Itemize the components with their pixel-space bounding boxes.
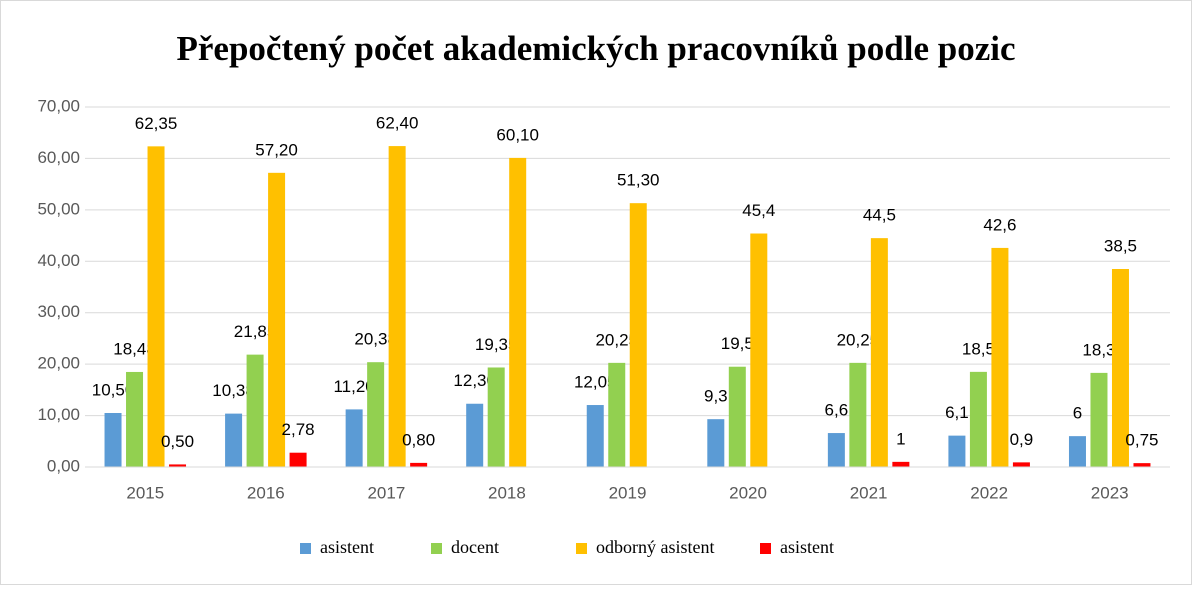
y-tick-label: 0,00 (47, 456, 80, 475)
data-label: 0,80 (402, 430, 435, 449)
data-label: 19,5 (721, 334, 754, 353)
bar (728, 366, 746, 467)
bar (367, 362, 385, 467)
chart-title: Přepočtený počet akademických pracovníků… (177, 29, 1016, 68)
bar (948, 435, 966, 467)
x-tick-label: 2016 (247, 483, 285, 502)
bar (991, 247, 1009, 467)
bar (487, 367, 505, 467)
bar (126, 371, 144, 467)
bar (1068, 436, 1086, 467)
bar (849, 362, 867, 467)
y-tick-label: 20,00 (37, 354, 80, 373)
data-label: 11,20 (333, 377, 374, 396)
bar (388, 146, 406, 468)
x-tick-label: 2023 (1091, 483, 1129, 502)
bar (827, 433, 845, 467)
data-label: 6,6 (825, 401, 849, 420)
y-tick-label: 70,00 (37, 96, 80, 115)
data-label: 62,40 (376, 114, 419, 133)
data-label: 44,5 (863, 206, 896, 225)
data-label: 18,3 (1082, 340, 1115, 359)
y-tick-label: 40,00 (37, 251, 80, 270)
data-label: 38,5 (1104, 236, 1137, 255)
legend-swatch (576, 543, 587, 554)
data-label: 51,30 (617, 171, 660, 190)
bar (169, 464, 187, 467)
data-label: 12,05 (574, 373, 617, 392)
x-tick-label: 2015 (126, 483, 164, 502)
bar (969, 371, 987, 467)
data-label: 0,9 (1010, 430, 1034, 449)
x-tick-label: 2018 (488, 483, 526, 502)
y-tick-label: 60,00 (37, 148, 80, 167)
legend-swatch (300, 543, 311, 554)
data-label: 6 (1073, 404, 1082, 423)
data-label: 1 (896, 429, 905, 448)
data-label: 2,78 (282, 420, 315, 439)
x-tick-label: 2017 (367, 483, 405, 502)
bar (608, 362, 626, 467)
y-tick-label: 30,00 (37, 302, 80, 321)
data-label: 0,50 (161, 432, 194, 451)
data-label: 20,25 (837, 330, 880, 349)
legend-label: asistent (780, 537, 834, 557)
data-label: 21,85 (234, 322, 277, 341)
bar (289, 452, 307, 467)
x-tick-label: 2019 (609, 483, 647, 502)
bar (509, 157, 527, 467)
bar (147, 146, 165, 468)
legend-label: odborný asistent (596, 537, 715, 557)
bar (225, 413, 243, 467)
bar (1133, 463, 1151, 467)
data-label: 19,35 (475, 335, 518, 354)
data-label: 6,1 (945, 403, 969, 422)
data-label: 60,10 (496, 125, 539, 144)
bar (466, 403, 484, 467)
data-label: 57,20 (255, 140, 298, 159)
data-label: 42,6 (983, 215, 1016, 234)
bar (629, 203, 647, 467)
y-tick-label: 50,00 (37, 199, 80, 218)
bar (268, 172, 286, 468)
data-label: 10,50 (92, 380, 135, 399)
bar (104, 413, 122, 467)
legend-swatch (431, 543, 442, 554)
data-label: 10,38 (212, 381, 255, 400)
data-label: 20,25 (595, 330, 638, 349)
bar (892, 461, 910, 467)
data-label: 9,3 (704, 387, 728, 406)
bar (586, 405, 604, 467)
data-label: 18,5 (962, 339, 995, 358)
x-tick-label: 2020 (729, 483, 767, 502)
bar (246, 354, 264, 467)
data-label: 45,4 (742, 201, 775, 220)
y-tick-label: 10,00 (37, 405, 80, 424)
bar (750, 233, 768, 467)
bar (870, 238, 888, 467)
bar (410, 462, 428, 467)
x-tick-label: 2021 (850, 483, 888, 502)
bar (1012, 462, 1030, 467)
legend-swatch (760, 543, 771, 554)
bar (707, 419, 725, 467)
data-label: 62,35 (135, 114, 178, 133)
legend-label: docent (451, 537, 499, 557)
data-label: 20,38 (354, 330, 397, 349)
data-label: 12,30 (453, 371, 496, 390)
data-label: 18,48 (113, 339, 156, 358)
data-label: 0,75 (1125, 431, 1158, 450)
legend-label: asistent (320, 537, 374, 557)
bar (345, 409, 363, 467)
x-tick-label: 2022 (970, 483, 1008, 502)
bar (1090, 372, 1108, 467)
bar (1111, 269, 1129, 467)
